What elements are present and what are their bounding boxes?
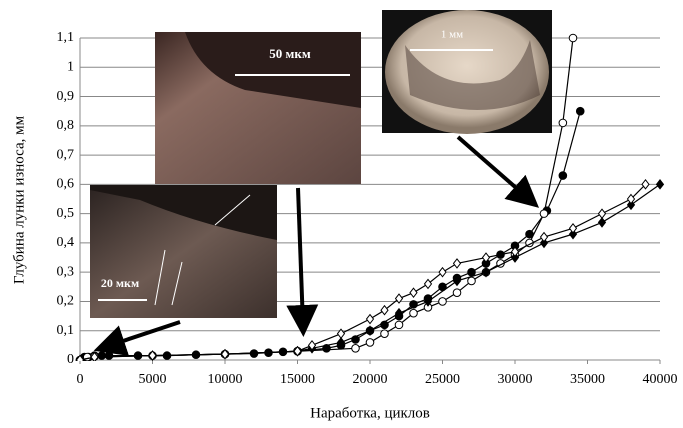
y-tick-label: 0,6: [57, 177, 75, 192]
y-tick-label: 0,8: [57, 118, 75, 133]
y-tick-label: 0,7: [57, 147, 75, 162]
point: [352, 344, 360, 352]
point: [83, 353, 91, 361]
y-tick-label: 0,2: [57, 294, 75, 309]
point: [569, 34, 577, 42]
point: [468, 277, 476, 285]
x-tick-label: 40000: [643, 372, 678, 387]
point: [453, 289, 461, 297]
x-tick-label: 25000: [425, 372, 460, 387]
point: [395, 321, 403, 329]
x-tick-label: 15000: [280, 372, 315, 387]
x-axis-title: Наработка, циклов: [310, 405, 430, 421]
point: [559, 172, 567, 180]
y-tick-label: 1: [67, 59, 74, 74]
x-tick-label: 30000: [498, 372, 533, 387]
y-tick-label: 0,3: [57, 264, 75, 279]
point: [570, 224, 577, 233]
point: [98, 352, 106, 360]
x-tick-label: 35000: [570, 372, 605, 387]
point: [540, 210, 548, 218]
y-tick-label: 0,4: [57, 235, 75, 250]
x-tick-label: 10000: [208, 372, 243, 387]
point: [410, 309, 418, 317]
point: [576, 107, 584, 115]
scale-label: 20 мкм: [101, 276, 139, 290]
x-tick-label: 20000: [353, 372, 388, 387]
point: [657, 180, 664, 189]
arrow: [298, 188, 303, 325]
y-axis-title: Глубина лунки износа, мм: [11, 115, 27, 284]
point: [367, 315, 374, 324]
scale-label: 50 мкм: [269, 46, 311, 61]
point: [599, 218, 606, 227]
point: [381, 306, 388, 315]
chart: 0 0,1 0,2 0,3 0,4 0,5 0,6 0,7 0,8 0,9 1 1,1 0 5000 100…: [0, 0, 683, 428]
point: [599, 209, 606, 218]
x-tick-label: 5000: [139, 372, 167, 387]
point: [454, 259, 461, 268]
y-tick-label: 1,1: [57, 30, 75, 45]
point: [105, 352, 113, 360]
point: [541, 233, 548, 242]
y-tick-label: 0: [67, 352, 74, 367]
y-tick-label: 0,5: [57, 206, 75, 221]
point: [468, 268, 476, 276]
point: [559, 119, 567, 127]
arrow: [105, 322, 180, 347]
point: [410, 288, 417, 297]
insets: 50 мкм 1 мм 20 мкм: [90, 10, 552, 347]
point: [425, 279, 432, 288]
point: [439, 298, 447, 306]
point: [366, 339, 374, 347]
arrow: [458, 137, 530, 200]
point: [439, 268, 446, 277]
y-tick-label: 0,9: [57, 89, 75, 104]
y-tick-label: 0,1: [57, 323, 75, 338]
scale-label: 1 мм: [441, 29, 463, 41]
point: [381, 330, 389, 338]
x-tick-label: 0: [77, 372, 84, 387]
